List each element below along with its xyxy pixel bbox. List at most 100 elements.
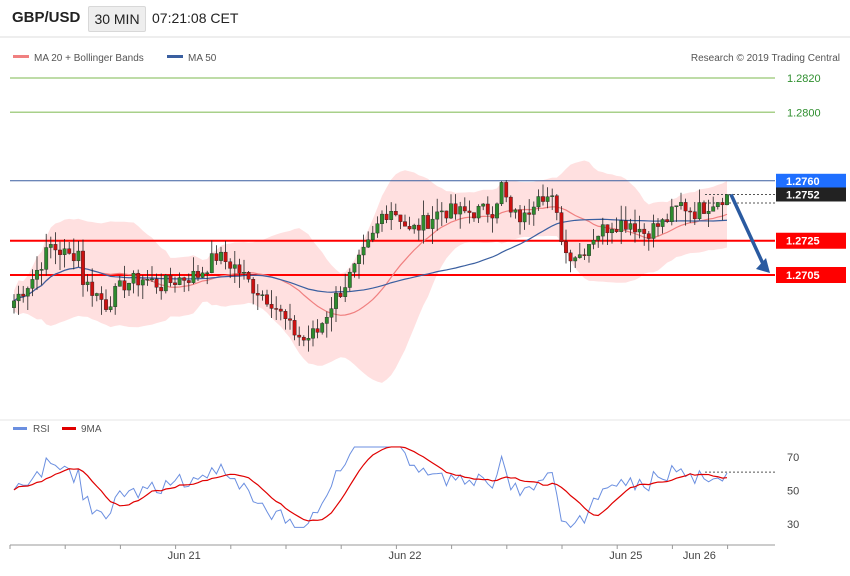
candle <box>297 326 302 346</box>
candle <box>596 235 601 248</box>
candle-body <box>462 206 467 212</box>
candle <box>720 197 725 221</box>
candle <box>619 205 624 245</box>
candle <box>347 268 352 292</box>
candle <box>660 218 665 234</box>
candle <box>453 194 458 220</box>
candle-body <box>375 223 380 234</box>
candle <box>435 198 440 231</box>
candle <box>642 223 647 246</box>
candle <box>380 210 384 232</box>
candle <box>416 218 421 241</box>
candle-body <box>495 203 499 219</box>
candle-body <box>21 293 26 297</box>
candle <box>715 202 720 210</box>
candle-body <box>674 205 679 208</box>
candle-body <box>403 221 407 227</box>
candle <box>633 209 637 243</box>
candle <box>150 266 154 283</box>
candle <box>623 206 628 233</box>
candle-body <box>619 220 624 232</box>
candle-body <box>44 247 49 270</box>
candle <box>159 273 164 300</box>
candle-body <box>90 281 95 296</box>
candle <box>725 194 729 206</box>
candle <box>702 200 706 214</box>
candle <box>554 194 559 221</box>
rsi-tick-50: 50 <box>787 486 799 498</box>
timeframe-button[interactable]: 30 MIN <box>88 6 146 32</box>
rsi-panel: 30 50 70 <box>13 446 799 531</box>
candle <box>343 273 348 303</box>
pivot-tag-label: 1.2760 <box>786 176 820 188</box>
candle <box>674 205 679 222</box>
candle-body <box>393 211 398 216</box>
candle <box>357 249 361 279</box>
candle <box>485 196 490 223</box>
candle <box>398 214 403 230</box>
candle <box>246 270 251 283</box>
candle-body <box>25 288 30 297</box>
candle <box>545 187 550 209</box>
candle <box>656 218 660 237</box>
candle <box>651 214 656 248</box>
copyright-label: Research © 2019 Trading Central <box>691 53 840 64</box>
candle <box>39 262 44 286</box>
candle <box>265 289 269 307</box>
candle <box>278 304 283 321</box>
candle-body <box>702 202 706 214</box>
pivot-tag <box>776 173 846 188</box>
candle <box>495 202 499 224</box>
candle-body <box>651 223 656 239</box>
candle-body <box>127 283 131 291</box>
candle-body <box>587 244 591 256</box>
candle-body <box>246 272 251 280</box>
candle-body <box>665 219 670 222</box>
ma20-legend-swatch <box>13 55 29 58</box>
candle <box>94 292 99 302</box>
candle-body <box>430 218 435 229</box>
candle <box>292 315 297 341</box>
candle-body <box>343 287 348 297</box>
candle-body <box>412 224 417 230</box>
candle-body <box>219 251 223 261</box>
candle-body <box>366 239 371 248</box>
candle-body <box>237 264 242 274</box>
candle <box>628 218 633 236</box>
candle-body <box>159 287 164 292</box>
candle-body <box>338 292 343 297</box>
support-tag-label-1.2725: 1.2725 <box>786 236 820 248</box>
candle-body <box>58 249 62 255</box>
candle-body <box>12 300 16 308</box>
candle-body <box>136 272 141 286</box>
candle-body <box>504 182 509 198</box>
candle <box>48 236 53 259</box>
last-price-tag-label: 1.2752 <box>786 189 820 201</box>
candle-body <box>444 210 449 219</box>
candle-body <box>370 232 375 240</box>
rsi-ma-legend-swatch <box>62 427 76 430</box>
candle <box>426 212 430 229</box>
candle <box>711 196 716 212</box>
candle-body <box>527 212 532 215</box>
candle <box>412 223 417 234</box>
last-price-tag <box>776 187 846 202</box>
candle-body <box>16 293 21 302</box>
candle <box>12 294 16 314</box>
candle-body <box>591 240 596 245</box>
candle-body <box>628 223 633 230</box>
candle <box>16 285 21 315</box>
candle-body <box>614 229 619 232</box>
candle <box>591 229 596 250</box>
candle <box>577 242 582 259</box>
candle-body <box>697 202 702 220</box>
candle <box>163 273 168 294</box>
candle <box>223 240 228 270</box>
candle-body <box>39 269 44 271</box>
candle-body <box>449 203 453 219</box>
candle <box>113 283 118 315</box>
candle-body <box>191 270 196 283</box>
forecast-arrow-shaft <box>729 193 766 267</box>
candle <box>53 232 58 265</box>
candle <box>522 205 527 230</box>
